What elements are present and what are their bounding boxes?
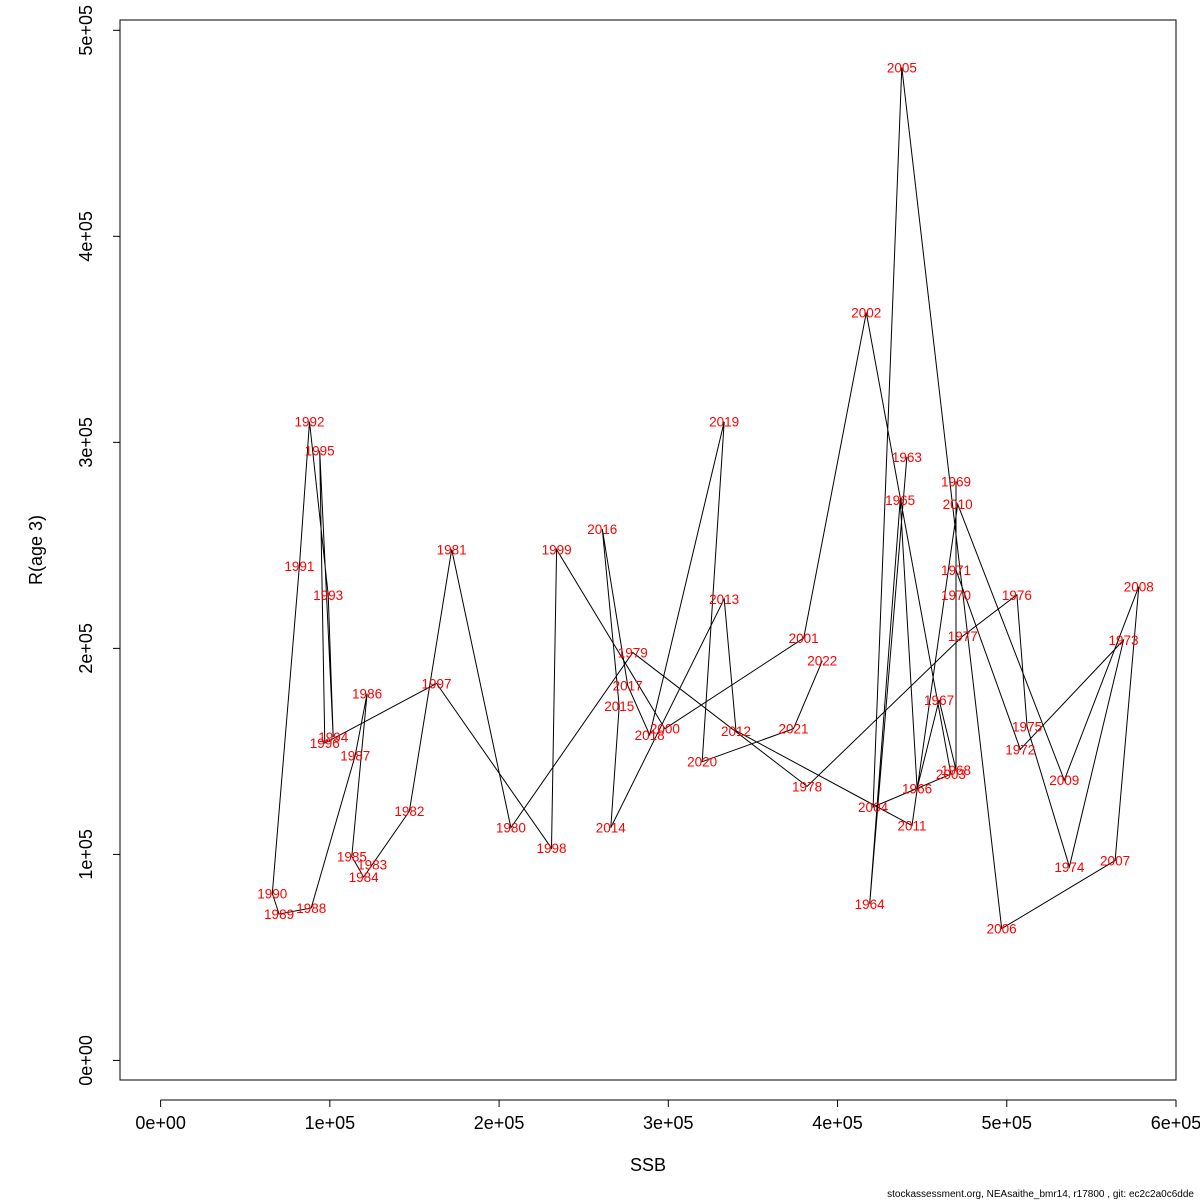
point-label-1988: 1988 bbox=[296, 901, 326, 916]
point-label-1983: 1983 bbox=[357, 858, 387, 873]
point-label-2018: 2018 bbox=[635, 728, 665, 743]
point-label-1985: 1985 bbox=[337, 849, 367, 864]
point-label-1968: 1968 bbox=[941, 763, 971, 778]
point-label-1970: 1970 bbox=[941, 588, 971, 603]
point-label-1992: 1992 bbox=[295, 415, 325, 430]
y-tick-label: 4e+05 bbox=[76, 211, 96, 262]
y-tick-label: 5e+05 bbox=[76, 5, 96, 56]
y-tick-label: 3e+05 bbox=[76, 417, 96, 468]
point-label-1990: 1990 bbox=[257, 887, 287, 902]
point-label-1977: 1977 bbox=[948, 629, 978, 644]
point-label-1997: 1997 bbox=[421, 676, 451, 691]
point-label-1978: 1978 bbox=[792, 779, 822, 794]
series-line bbox=[271, 67, 1140, 930]
point-label-1976: 1976 bbox=[1002, 588, 1032, 603]
point-label-2006: 2006 bbox=[987, 922, 1017, 937]
x-tick-label: 6e+05 bbox=[1151, 1113, 1200, 1133]
point-label-1993: 1993 bbox=[313, 588, 343, 603]
point-label-1984: 1984 bbox=[349, 870, 380, 885]
x-tick-label: 5e+05 bbox=[981, 1113, 1032, 1133]
x-tick-label: 4e+05 bbox=[812, 1113, 863, 1133]
point-label-2007: 2007 bbox=[1100, 854, 1130, 869]
point-label-2005: 2005 bbox=[887, 60, 917, 75]
point-label-1964: 1964 bbox=[855, 897, 886, 912]
point-label-2002: 2002 bbox=[851, 306, 881, 321]
x-axis: 0e+00 1e+05 2e+05 3e+05 4e+05 5e+05 6e+05 bbox=[135, 1099, 1200, 1133]
y-axis: 0e+00 1e+05 2e+05 3e+05 4e+05 5e+05 bbox=[76, 5, 121, 1086]
point-labels: 1963 1964 1965 1966 1967 1968 1969 1970 1971 1972… bbox=[257, 60, 1154, 936]
x-tick-label: 3e+05 bbox=[643, 1113, 694, 1133]
point-label-1986: 1986 bbox=[352, 687, 382, 702]
point-label-1991: 1991 bbox=[284, 559, 314, 574]
y-tick-label: 2e+05 bbox=[76, 623, 96, 674]
point-label-2016: 2016 bbox=[587, 522, 617, 537]
point-label-1999: 1999 bbox=[542, 542, 572, 557]
point-label-1998: 1998 bbox=[537, 841, 567, 856]
point-label-2012: 2012 bbox=[721, 724, 751, 739]
point-label-2015: 2015 bbox=[604, 699, 634, 714]
point-label-1980: 1980 bbox=[496, 821, 526, 836]
x-tick-label: 1e+05 bbox=[305, 1113, 356, 1133]
point-label-1989: 1989 bbox=[264, 907, 294, 922]
x-tick-label: 2e+05 bbox=[474, 1113, 525, 1133]
point-label-2000: 2000 bbox=[650, 722, 680, 737]
point-label-1994: 1994 bbox=[318, 730, 349, 745]
point-label-2020: 2020 bbox=[687, 755, 717, 770]
point-label-1995: 1995 bbox=[305, 444, 335, 459]
point-label-2017: 2017 bbox=[613, 678, 643, 693]
point-label-1971: 1971 bbox=[941, 563, 971, 578]
x-tick-label: 0e+00 bbox=[135, 1113, 186, 1133]
point-label-1981: 1981 bbox=[437, 542, 467, 557]
point-label-1974: 1974 bbox=[1054, 860, 1085, 875]
point-label-2014: 2014 bbox=[596, 821, 627, 836]
y-axis-title: R(age 3) bbox=[26, 515, 46, 585]
point-label-2011: 2011 bbox=[897, 819, 926, 834]
point-label-2001: 2001 bbox=[789, 631, 819, 646]
point-label-2003: 2003 bbox=[936, 767, 966, 782]
point-label-2010: 2010 bbox=[943, 497, 973, 512]
y-tick-label: 1e+05 bbox=[76, 829, 96, 880]
point-label-2004: 2004 bbox=[858, 800, 889, 815]
point-label-1963: 1963 bbox=[892, 450, 922, 465]
point-label-2022: 2022 bbox=[807, 654, 837, 669]
point-label-1969: 1969 bbox=[941, 474, 971, 489]
point-label-2013: 2013 bbox=[709, 592, 739, 607]
point-label-2019: 2019 bbox=[709, 415, 739, 430]
x-axis-title: SSB bbox=[630, 1155, 666, 1175]
point-label-1975: 1975 bbox=[1012, 720, 1042, 735]
point-label-2021: 2021 bbox=[779, 722, 809, 737]
point-label-1973: 1973 bbox=[1109, 633, 1139, 648]
point-label-1965: 1965 bbox=[885, 493, 915, 508]
point-label-1967: 1967 bbox=[924, 693, 954, 708]
y-tick-label: 0e+00 bbox=[76, 1035, 96, 1086]
point-label-1972: 1972 bbox=[1005, 742, 1035, 757]
point-label-1966: 1966 bbox=[902, 781, 932, 796]
point-label-1982: 1982 bbox=[394, 804, 424, 819]
point-label-1996: 1996 bbox=[310, 736, 340, 751]
footer-caption: stockassessment.org, NEAsaithe_bmr14, r1… bbox=[887, 1189, 1194, 1200]
point-label-1987: 1987 bbox=[340, 749, 370, 764]
point-label-1979: 1979 bbox=[618, 645, 648, 660]
series-path-group bbox=[271, 67, 1140, 930]
point-label-2009: 2009 bbox=[1049, 773, 1079, 788]
point-label-2008: 2008 bbox=[1124, 580, 1154, 595]
